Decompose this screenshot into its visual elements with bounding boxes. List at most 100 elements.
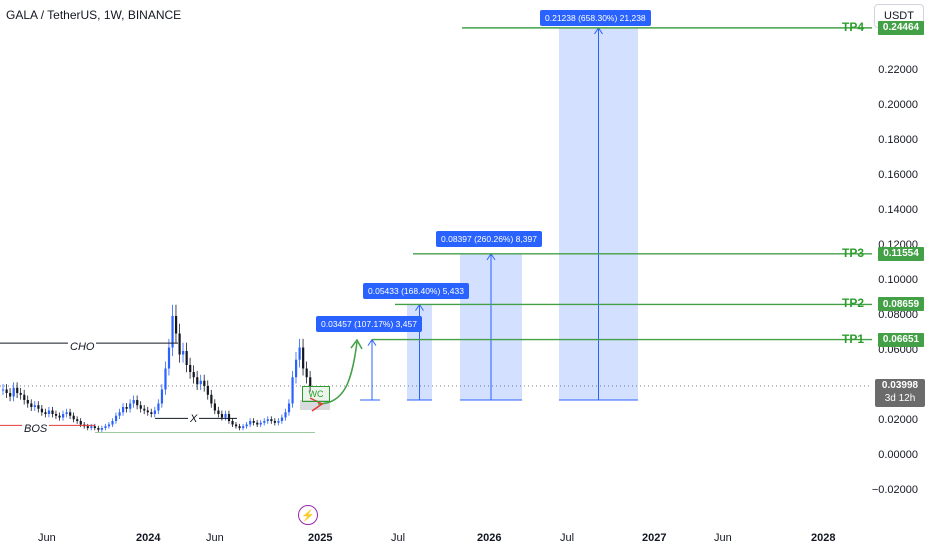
candle xyxy=(114,415,118,421)
x-tick-label: 2025 xyxy=(308,532,333,544)
x-tick-label: Jun xyxy=(206,532,224,544)
candle xyxy=(129,403,132,409)
y-tick-label: 0.20000 xyxy=(878,99,918,111)
candle xyxy=(256,422,259,425)
candle xyxy=(252,421,255,423)
candle xyxy=(23,394,26,400)
candle xyxy=(273,421,277,423)
candle xyxy=(298,347,301,360)
y-tick-label: 0.22000 xyxy=(878,64,918,76)
candle xyxy=(107,424,111,427)
candle xyxy=(174,316,178,334)
candle xyxy=(139,405,142,409)
candle xyxy=(5,389,8,393)
candle xyxy=(76,419,79,421)
candle xyxy=(19,393,22,395)
candle xyxy=(132,400,135,404)
x-tick-label: Jun xyxy=(38,532,56,544)
candle xyxy=(47,410,51,414)
candle xyxy=(54,414,58,416)
candle xyxy=(287,403,291,413)
candle xyxy=(213,403,216,411)
x-label: X xyxy=(188,413,200,425)
candle xyxy=(249,421,252,425)
projection-tag: 0.03457 (107.17%) 3,457 xyxy=(316,316,422,332)
bull-arrow xyxy=(317,341,358,405)
candle xyxy=(263,421,266,423)
tp-price-label: 0.11554 xyxy=(878,246,924,261)
candle xyxy=(111,421,114,425)
lightning-icon[interactable]: ⚡ xyxy=(298,505,318,525)
y-tick-label: 0.06000 xyxy=(878,344,918,356)
x-tick-label: 2024 xyxy=(136,532,161,544)
candle xyxy=(284,412,287,418)
bos-label: BOS xyxy=(22,423,50,435)
projection-tag: 0.08397 (260.26%) 8,397 xyxy=(436,231,542,247)
candle xyxy=(245,424,248,427)
candle xyxy=(153,410,156,414)
candle xyxy=(136,400,139,406)
current-price-label: 0.03998 3d 12h xyxy=(875,379,925,407)
x-tick-label: Jul xyxy=(560,532,575,544)
candle xyxy=(199,380,202,385)
candle xyxy=(309,377,312,386)
tp-price-label: 0.06651 xyxy=(878,332,924,347)
candle xyxy=(206,386,209,395)
y-tick-label: 0.16000 xyxy=(878,169,918,181)
wc-label: WC xyxy=(302,386,330,402)
bull-arrowhead xyxy=(350,338,363,350)
y-tick-label: 0.08000 xyxy=(878,309,918,321)
candle xyxy=(164,368,167,390)
tp-price-label: 0.08659 xyxy=(878,297,924,312)
candle xyxy=(231,421,234,425)
candle xyxy=(259,422,262,425)
candle xyxy=(192,372,195,378)
candle xyxy=(79,421,82,425)
candle xyxy=(9,393,12,397)
candle xyxy=(65,412,68,414)
candle xyxy=(266,419,269,421)
candle xyxy=(30,403,33,407)
candle xyxy=(224,414,227,418)
x-tick-label: Jun xyxy=(714,532,732,544)
projection-tag: 0.21238 (658.30%) 21,238 xyxy=(540,10,651,26)
projection-tag: 0.05433 (168.40%) 5,433 xyxy=(363,283,469,299)
candle xyxy=(238,426,241,428)
y-tick-label: 0.02000 xyxy=(878,414,918,426)
candle xyxy=(97,428,100,430)
wc-zone xyxy=(300,400,330,410)
candle xyxy=(143,408,146,411)
candlestick-series xyxy=(2,304,312,432)
candle xyxy=(171,316,174,348)
cho-label: CHO xyxy=(68,341,97,353)
candle xyxy=(12,387,15,397)
y-tick-label: −0.02000 xyxy=(871,484,918,496)
candle xyxy=(125,407,128,409)
candle xyxy=(118,412,121,416)
candle xyxy=(234,424,238,427)
candle xyxy=(122,407,125,413)
candle xyxy=(150,412,153,414)
candle xyxy=(217,410,220,414)
candle xyxy=(270,419,273,421)
tp-label: TP3 xyxy=(842,245,865,260)
candle xyxy=(210,394,213,404)
candle xyxy=(227,414,231,421)
candle xyxy=(305,368,308,378)
candle xyxy=(182,351,185,355)
candle xyxy=(93,426,96,428)
candle xyxy=(291,377,294,404)
candle xyxy=(86,426,89,428)
candle xyxy=(62,414,65,418)
y-tick-label: 0.00000 xyxy=(878,449,918,461)
candle xyxy=(104,426,107,428)
candle xyxy=(294,359,298,378)
tp-label: TP1 xyxy=(842,331,865,346)
tp-price-label: 0.24464 xyxy=(878,20,924,35)
y-tick-label: 0.18000 xyxy=(878,134,918,146)
candle xyxy=(280,417,284,421)
candle xyxy=(40,408,44,413)
candle xyxy=(37,405,40,409)
chart-title: GALA / TetherUS, 1W, BINANCE xyxy=(6,8,182,22)
